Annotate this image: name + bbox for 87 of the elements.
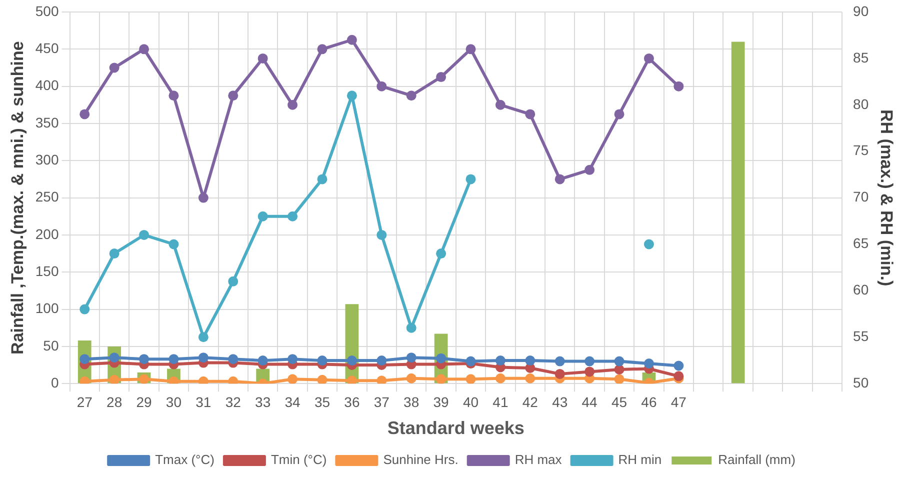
x-tick-label: 41 (492, 394, 508, 410)
point (168, 239, 179, 250)
x-tick-label: 42 (522, 394, 538, 410)
point (644, 239, 654, 250)
point (436, 248, 446, 259)
point (109, 62, 120, 73)
y-tick-label: 400 (35, 77, 59, 94)
y-tick-label: 50 (43, 337, 59, 354)
point (554, 174, 565, 184)
y2-tick-label: 80 (853, 96, 869, 112)
y2-tick-label: 85 (853, 49, 869, 66)
y2-tick-label: 75 (853, 142, 869, 158)
x-tick-label: 39 (433, 394, 450, 410)
x-axis-title: Standard weeks (387, 418, 524, 438)
point (406, 90, 416, 101)
x-tick-label: 30 (166, 394, 182, 410)
y-tick-label: 500 (35, 2, 59, 19)
point (139, 44, 150, 54)
x-tick-label: 29 (136, 394, 152, 410)
x-tick-label: 27 (76, 394, 93, 410)
point (376, 230, 387, 240)
x-tick-label: 32 (225, 394, 242, 410)
point (346, 90, 357, 101)
point (109, 248, 120, 259)
x-tick-label: 38 (404, 394, 420, 410)
point (644, 53, 654, 64)
x-tick-label: 47 (670, 394, 687, 410)
x-tick-label: 31 (196, 394, 212, 410)
point (436, 72, 446, 82)
point (525, 109, 536, 120)
point (466, 174, 476, 184)
x-tick-label: 35 (314, 394, 330, 410)
legend-label: RH max (514, 452, 562, 468)
x-tick-label: 45 (611, 394, 628, 410)
point (495, 100, 506, 110)
point (288, 211, 298, 222)
x-tick-label: 36 (344, 394, 360, 410)
y2-axis-title: RH (max.) & RH (min.) (877, 109, 896, 286)
point (317, 44, 328, 54)
y2-tick-label: 60 (853, 282, 869, 298)
point (317, 174, 328, 184)
point (376, 81, 387, 92)
x-tick-label: 37 (374, 394, 390, 410)
y2-tick-label: 90 (853, 2, 869, 19)
point (288, 100, 298, 110)
point (406, 322, 416, 333)
x-tick-label: 46 (641, 394, 657, 410)
point (80, 304, 90, 314)
legend-label: Sunhine Hrs. (383, 452, 458, 468)
legend-label: Tmax (°C) (155, 452, 214, 468)
point (168, 90, 179, 101)
y-tick-label: 0 (50, 374, 59, 390)
y-tick-label: 150 (35, 262, 59, 279)
point (139, 230, 150, 240)
point (228, 276, 238, 286)
y2-tick-label: 70 (853, 188, 869, 205)
x-tick-label: 43 (552, 394, 568, 410)
y2-tick-label: 55 (853, 328, 869, 344)
y-tick-label: 300 (35, 152, 59, 168)
x-tick-label: 44 (582, 394, 598, 410)
y-tick-label: 100 (35, 300, 59, 316)
y-tick-label: 250 (35, 188, 59, 205)
y2-tick-label: 50 (853, 374, 869, 390)
y-axis-title: Rainfall ,Temp.(max. & mni.) & sunhine (8, 41, 27, 354)
legend-label: RH min (618, 452, 662, 468)
point (346, 34, 357, 45)
legend-label: Rainfall (mm) (718, 452, 796, 468)
x-tick-label: 34 (284, 394, 301, 410)
x-tick-label: 40 (462, 394, 479, 410)
point (198, 332, 208, 342)
point (228, 90, 238, 101)
y-tick-label: 450 (35, 40, 59, 56)
point (258, 53, 268, 64)
bar (731, 42, 745, 384)
point (80, 109, 90, 120)
point (584, 164, 595, 175)
x-tick-label: 33 (255, 394, 271, 410)
y-tick-label: 350 (35, 114, 59, 130)
point (614, 109, 624, 120)
y-tick-label: 200 (35, 226, 59, 242)
legend-label: Tmin (°C) (270, 452, 327, 468)
point (198, 192, 208, 203)
point (674, 81, 684, 92)
point (258, 211, 268, 222)
x-tick-label: 28 (106, 394, 122, 410)
point (466, 44, 476, 54)
y2-tick-label: 65 (853, 235, 869, 252)
